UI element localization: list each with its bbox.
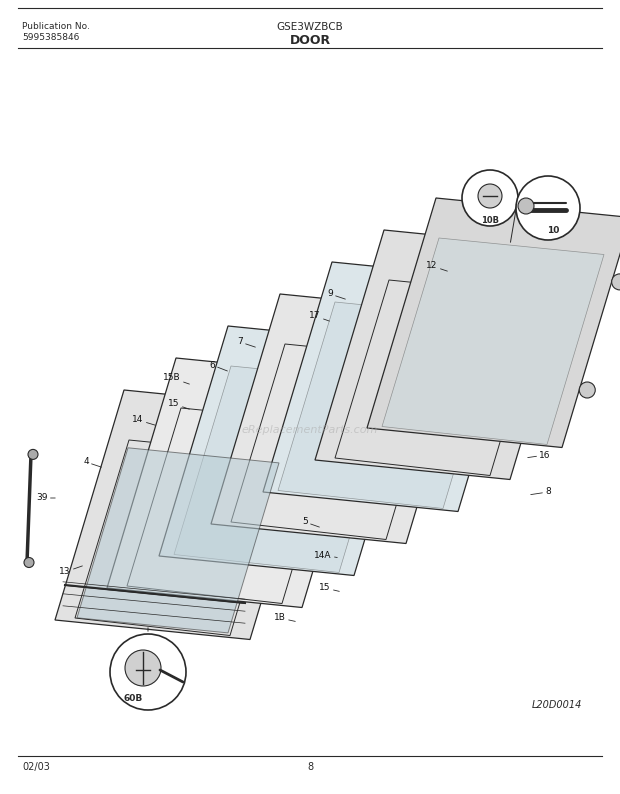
Text: Publication No.: Publication No. [22, 22, 90, 31]
Text: 8: 8 [307, 762, 313, 772]
Polygon shape [278, 302, 500, 508]
Text: 60B: 60B [123, 694, 143, 703]
Text: 39: 39 [36, 494, 55, 503]
Text: 9: 9 [327, 290, 345, 299]
Circle shape [28, 449, 38, 460]
Text: L20D0014: L20D0014 [531, 700, 582, 710]
Circle shape [462, 170, 518, 226]
Text: 16: 16 [528, 450, 551, 460]
Text: 17: 17 [309, 311, 329, 321]
Polygon shape [159, 326, 423, 576]
Text: 13: 13 [60, 566, 82, 576]
Text: 15: 15 [319, 584, 339, 592]
Circle shape [24, 557, 34, 568]
Polygon shape [263, 262, 527, 511]
Text: 5: 5 [302, 518, 319, 527]
Text: 7: 7 [237, 337, 255, 347]
Text: GSE3WZBCB: GSE3WZBCB [277, 22, 343, 32]
Polygon shape [382, 238, 604, 445]
Text: 14A: 14A [314, 550, 337, 560]
Polygon shape [107, 358, 371, 607]
Circle shape [518, 198, 534, 214]
Text: 10B: 10B [481, 216, 499, 225]
Text: 15: 15 [168, 399, 189, 409]
Polygon shape [315, 230, 579, 480]
Circle shape [612, 274, 620, 290]
Text: 12: 12 [427, 261, 448, 271]
Circle shape [478, 184, 502, 208]
Text: 10: 10 [547, 226, 559, 235]
Circle shape [516, 176, 580, 240]
Text: 6: 6 [209, 360, 228, 371]
Polygon shape [367, 198, 620, 448]
Text: 1B: 1B [274, 614, 295, 622]
Text: 02/03: 02/03 [22, 762, 50, 772]
Text: 15B: 15B [163, 373, 189, 384]
Text: 5995385846: 5995385846 [22, 33, 79, 42]
Text: 14: 14 [132, 415, 156, 426]
Polygon shape [174, 366, 396, 572]
Text: eReplacementParts.com: eReplacementParts.com [242, 425, 378, 435]
Circle shape [579, 382, 595, 398]
Polygon shape [55, 390, 319, 639]
Polygon shape [211, 294, 475, 544]
Polygon shape [77, 448, 279, 633]
Circle shape [110, 634, 186, 710]
Circle shape [125, 650, 161, 686]
Text: DOOR: DOOR [290, 34, 330, 47]
Text: 4: 4 [83, 457, 101, 467]
Text: 8: 8 [531, 488, 551, 496]
